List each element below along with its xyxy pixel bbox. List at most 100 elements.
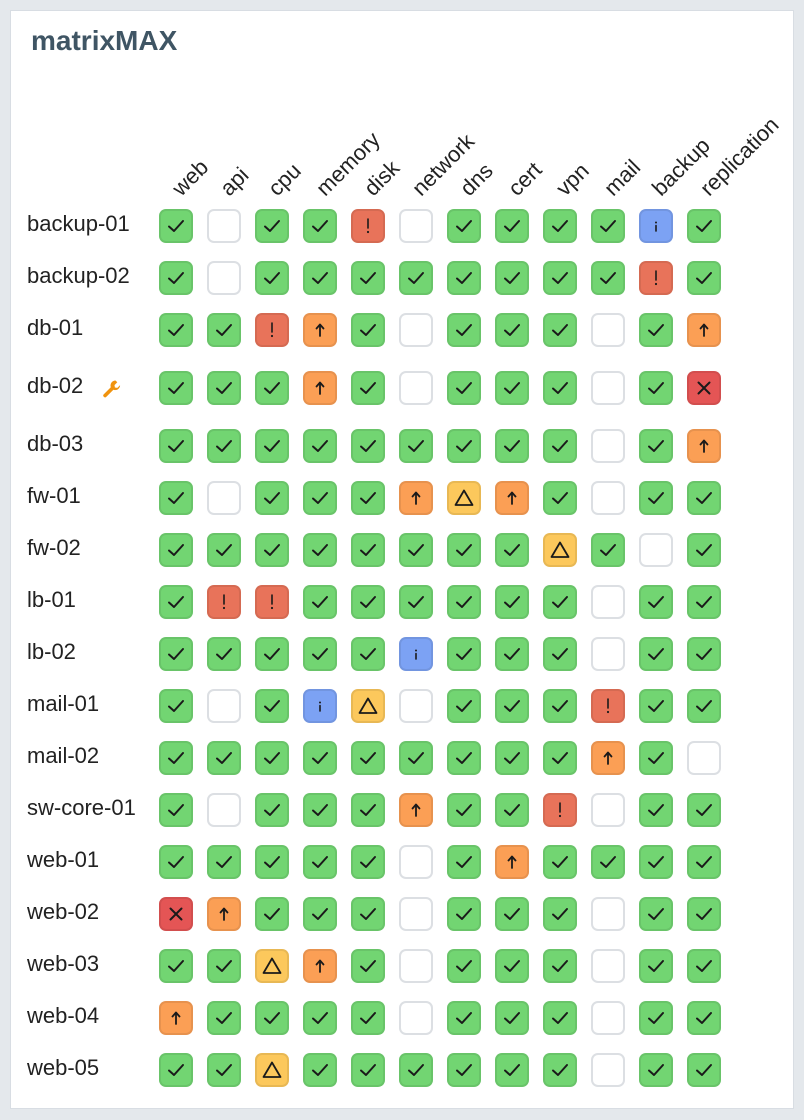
status-cell-backup-02-cpu[interactable] — [255, 261, 289, 295]
status-cell-web-01-replication[interactable] — [687, 845, 721, 879]
status-cell-mail-02-backup[interactable] — [639, 741, 673, 775]
status-cell-db-01-replication[interactable] — [687, 313, 721, 347]
status-cell-web-01-vpn[interactable] — [543, 845, 577, 879]
status-cell-fw-02-api[interactable] — [207, 533, 241, 567]
status-cell-backup-01-cpu[interactable] — [255, 209, 289, 243]
status-cell-sw-core-01-disk[interactable] — [351, 793, 385, 827]
status-cell-web-02-cert[interactable] — [495, 897, 529, 931]
status-cell-fw-02-vpn[interactable] — [543, 533, 577, 567]
status-cell-web-02-disk[interactable] — [351, 897, 385, 931]
status-cell-lb-01-cpu[interactable] — [255, 585, 289, 619]
status-cell-db-02-cert[interactable] — [495, 371, 529, 405]
status-cell-web-03-replication[interactable] — [687, 949, 721, 983]
status-cell-mail-01-vpn[interactable] — [543, 689, 577, 723]
status-cell-web-04-api[interactable] — [207, 1001, 241, 1035]
status-cell-backup-01-vpn[interactable] — [543, 209, 577, 243]
status-cell-db-01-memory[interactable] — [303, 313, 337, 347]
status-cell-web-01-network[interactable] — [399, 845, 433, 879]
status-cell-fw-02-backup[interactable] — [639, 533, 673, 567]
status-cell-db-03-mail[interactable] — [591, 429, 625, 463]
status-cell-lb-01-memory[interactable] — [303, 585, 337, 619]
status-cell-lb-02-mail[interactable] — [591, 637, 625, 671]
status-cell-db-03-network[interactable] — [399, 429, 433, 463]
status-cell-mail-02-cpu[interactable] — [255, 741, 289, 775]
status-cell-fw-01-cert[interactable] — [495, 481, 529, 515]
status-cell-mail-01-replication[interactable] — [687, 689, 721, 723]
status-cell-db-03-cert[interactable] — [495, 429, 529, 463]
status-cell-db-03-cpu[interactable] — [255, 429, 289, 463]
status-cell-db-02-backup[interactable] — [639, 371, 673, 405]
status-cell-fw-02-disk[interactable] — [351, 533, 385, 567]
status-cell-mail-01-network[interactable] — [399, 689, 433, 723]
status-cell-web-05-mail[interactable] — [591, 1053, 625, 1087]
status-cell-fw-02-web[interactable] — [159, 533, 193, 567]
status-cell-lb-02-dns[interactable] — [447, 637, 481, 671]
status-cell-web-03-network[interactable] — [399, 949, 433, 983]
status-cell-web-01-dns[interactable] — [447, 845, 481, 879]
status-cell-web-03-vpn[interactable] — [543, 949, 577, 983]
status-cell-backup-01-backup[interactable] — [639, 209, 673, 243]
status-cell-db-02-replication[interactable] — [687, 371, 721, 405]
row-label-fw-01[interactable]: fw-01 — [27, 483, 81, 508]
row-label-fw-02[interactable]: fw-02 — [27, 535, 81, 560]
status-cell-lb-02-api[interactable] — [207, 637, 241, 671]
status-cell-backup-02-api[interactable] — [207, 261, 241, 295]
row-label-backup-01[interactable]: backup-01 — [27, 211, 130, 236]
status-cell-backup-01-network[interactable] — [399, 209, 433, 243]
status-cell-lb-01-cert[interactable] — [495, 585, 529, 619]
status-cell-web-05-memory[interactable] — [303, 1053, 337, 1087]
status-cell-backup-02-vpn[interactable] — [543, 261, 577, 295]
status-cell-web-05-api[interactable] — [207, 1053, 241, 1087]
status-cell-sw-core-01-network[interactable] — [399, 793, 433, 827]
status-cell-web-02-network[interactable] — [399, 897, 433, 931]
status-cell-web-01-cpu[interactable] — [255, 845, 289, 879]
row-label-lb-02[interactable]: lb-02 — [27, 639, 76, 664]
status-cell-fw-01-backup[interactable] — [639, 481, 673, 515]
status-cell-web-03-disk[interactable] — [351, 949, 385, 983]
status-cell-web-03-cert[interactable] — [495, 949, 529, 983]
status-cell-lb-01-disk[interactable] — [351, 585, 385, 619]
status-cell-fw-02-mail[interactable] — [591, 533, 625, 567]
status-cell-sw-core-01-mail[interactable] — [591, 793, 625, 827]
status-cell-mail-01-web[interactable] — [159, 689, 193, 723]
status-cell-mail-02-network[interactable] — [399, 741, 433, 775]
status-cell-db-03-disk[interactable] — [351, 429, 385, 463]
row-label-web-05[interactable]: web-05 — [27, 1055, 100, 1080]
status-cell-web-01-mail[interactable] — [591, 845, 625, 879]
status-cell-lb-02-cpu[interactable] — [255, 637, 289, 671]
status-cell-web-03-memory[interactable] — [303, 949, 337, 983]
status-cell-fw-01-api[interactable] — [207, 481, 241, 515]
status-cell-web-04-vpn[interactable] — [543, 1001, 577, 1035]
status-cell-db-01-cert[interactable] — [495, 313, 529, 347]
status-cell-mail-02-api[interactable] — [207, 741, 241, 775]
status-cell-backup-01-memory[interactable] — [303, 209, 337, 243]
status-cell-mail-02-vpn[interactable] — [543, 741, 577, 775]
status-cell-lb-01-web[interactable] — [159, 585, 193, 619]
status-cell-lb-02-replication[interactable] — [687, 637, 721, 671]
status-cell-web-04-memory[interactable] — [303, 1001, 337, 1035]
status-cell-db-02-api[interactable] — [207, 371, 241, 405]
status-cell-lb-02-backup[interactable] — [639, 637, 673, 671]
row-label-sw-core-01[interactable]: sw-core-01 — [27, 795, 136, 820]
status-cell-db-02-dns[interactable] — [447, 371, 481, 405]
status-cell-lb-01-vpn[interactable] — [543, 585, 577, 619]
status-cell-backup-02-memory[interactable] — [303, 261, 337, 295]
row-label-db-02[interactable]: db-02 — [27, 373, 84, 398]
status-cell-backup-01-dns[interactable] — [447, 209, 481, 243]
status-cell-fw-01-network[interactable] — [399, 481, 433, 515]
status-cell-fw-01-web[interactable] — [159, 481, 193, 515]
status-cell-web-05-replication[interactable] — [687, 1053, 721, 1087]
row-label-web-04[interactable]: web-04 — [27, 1003, 100, 1028]
status-cell-web-02-replication[interactable] — [687, 897, 721, 931]
status-cell-db-01-vpn[interactable] — [543, 313, 577, 347]
status-cell-db-02-disk[interactable] — [351, 371, 385, 405]
status-cell-web-04-replication[interactable] — [687, 1001, 721, 1035]
status-cell-fw-02-replication[interactable] — [687, 533, 721, 567]
status-cell-web-05-network[interactable] — [399, 1053, 433, 1087]
status-cell-lb-02-vpn[interactable] — [543, 637, 577, 671]
status-cell-fw-01-replication[interactable] — [687, 481, 721, 515]
status-cell-lb-01-dns[interactable] — [447, 585, 481, 619]
status-cell-db-01-api[interactable] — [207, 313, 241, 347]
status-cell-backup-02-backup[interactable] — [639, 261, 673, 295]
status-cell-web-02-web[interactable] — [159, 897, 193, 931]
